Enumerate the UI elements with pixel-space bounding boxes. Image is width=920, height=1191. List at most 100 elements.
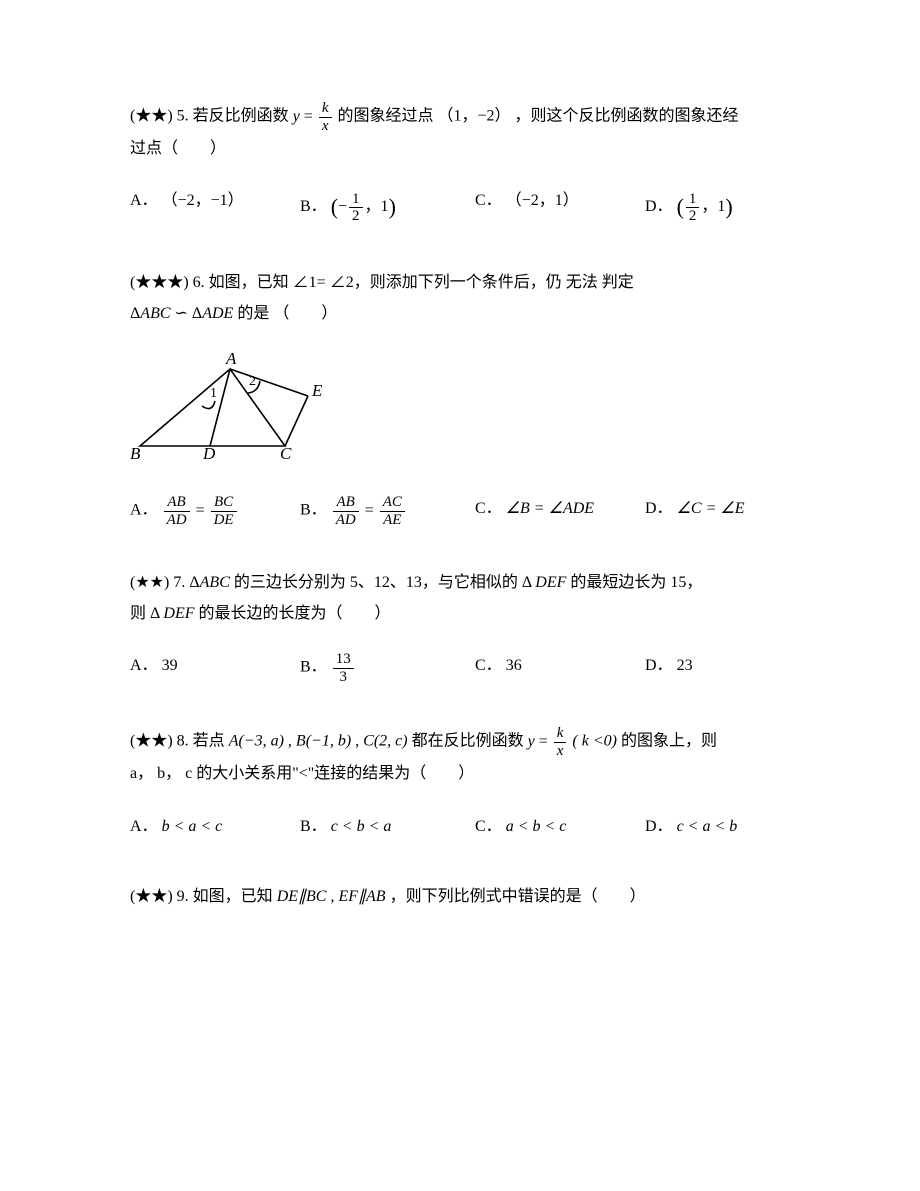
q9-stars: (★★) — [130, 888, 173, 905]
q9-pre: 如图，已知 — [193, 888, 273, 905]
q5-option-d: D． (12，1) — [645, 186, 733, 228]
page-content: (★★) 5. 若反比例函数 y = k x 的图象经过点 （1，−2） ，则这… — [0, 0, 920, 972]
opt-value: （−2，1） — [506, 192, 579, 209]
denominator: x — [319, 118, 332, 135]
opt-value: 23 — [677, 657, 693, 674]
q6-option-a: A． ABAD = BCDE — [130, 494, 300, 528]
opt-value: (−12，1) — [331, 198, 396, 215]
q6-text2: ΔABC ∽ ΔADE — [130, 305, 237, 322]
opt-value: c < b < a — [331, 818, 392, 835]
q7-suf1: 的最短边长为 15， — [570, 574, 702, 591]
q6-diagram: A B D C E 1 2 — [130, 351, 800, 472]
q8-option-a: A． b < a < c — [130, 812, 300, 842]
question-7: (★★) 7. ΔABC 的三边长分别为 5、12、13，与它相似的 Δ DEF… — [130, 568, 800, 685]
q6-num: 6. — [193, 274, 205, 291]
def: DEF — [535, 574, 566, 591]
q6-option-c: C． ∠B = ∠ADE — [475, 494, 645, 528]
numerator: AB — [164, 494, 190, 512]
q7-pre2: 则 Δ — [130, 605, 159, 622]
q8-pre: 若点 — [193, 733, 225, 750]
q7-option-b: B． 133 — [300, 651, 475, 685]
q8-option-b: B． c < b < a — [300, 812, 475, 842]
seg1: DE∥BC — [277, 888, 327, 905]
opt-label: A． — [130, 657, 158, 674]
opt-label: D． — [645, 198, 673, 215]
q6-text2-suf: 的是 （ ） — [237, 305, 337, 322]
denominator: 3 — [333, 669, 354, 686]
q7-suf2: 的最长边的长度为（ ） — [199, 605, 391, 622]
q8-formula: y = kx — [528, 733, 573, 750]
label-ang2: 2 — [249, 374, 256, 389]
opt-value: 133 — [331, 659, 356, 676]
opt-value: 36 — [506, 657, 522, 674]
q6-text1: 如图，已知 ∠1= ∠2，则添加下列一个条件后，仍 无法 判定 — [209, 274, 634, 291]
opt-label: B． — [300, 198, 327, 215]
opt-label: C． — [475, 818, 502, 835]
q5-mid: 的图象经过点 — [338, 108, 434, 125]
question-8: (★★) 8. 若点 A(−3, a) , B(−1, b) , C(2, c)… — [130, 725, 800, 842]
q5-stars: (★★) — [130, 108, 173, 125]
q8-options: A． b < a < c B． c < b < a C． a < b < c D… — [130, 812, 800, 842]
similar-sign: ∽ — [175, 305, 188, 322]
denominator: DE — [211, 512, 237, 529]
denominator: x — [554, 743, 567, 760]
question-9: (★★) 9. 如图，已知 DE∥BC , EF∥AB ，则下列比例式中错误的是… — [130, 882, 800, 912]
q6-option-b: B． ABAD = ACAE — [300, 494, 475, 528]
opt-label: B． — [300, 818, 327, 835]
opt-value: ABAD = ACAE — [331, 502, 407, 519]
opt-value: （−2，−1） — [162, 192, 244, 209]
q5-prefix: 若反比例函数 — [193, 108, 289, 125]
opt-value: (12，1) — [677, 198, 733, 215]
q8-stem: (★★) 8. 若点 A(−3, a) , B(−1, b) , C(2, c)… — [130, 725, 800, 789]
opt-value: ∠B = ∠ADE — [506, 500, 594, 517]
q7-option-c: C． 36 — [475, 651, 645, 685]
label-c: C — [280, 444, 292, 461]
opt-label: A． — [130, 192, 158, 209]
q7-option-d: D． 23 — [645, 651, 693, 685]
q8-mid: 都在反比例函数 — [412, 733, 524, 750]
label-d: D — [202, 444, 216, 461]
label-a: A — [225, 351, 237, 368]
q5-option-b: B． (−12，1) — [300, 186, 475, 228]
tri-abc: ABC — [140, 305, 170, 322]
q7-stars: (★★) — [130, 574, 169, 591]
q6-stem: (★★★) 6. 如图，已知 ∠1= ∠2，则添加下列一个条件后，仍 无法 判定… — [130, 268, 800, 329]
comma: , — [288, 733, 292, 750]
opt-value: 39 — [162, 657, 178, 674]
q6-options: A． ABAD = BCDE B． ABAD = ACAE C． ∠B = ∠A… — [130, 494, 800, 528]
condition: ( k <0) — [572, 733, 617, 750]
opt-label: A． — [130, 818, 158, 835]
eq-sign: = — [304, 108, 313, 125]
opt-label: D． — [645, 657, 673, 674]
q9-stem: (★★) 9. 如图，已知 DE∥BC , EF∥AB ，则下列比例式中错误的是… — [130, 882, 800, 912]
point-b: B(−1, b) — [296, 733, 351, 750]
denominator: AE — [380, 512, 405, 529]
q5-num: 5. — [177, 108, 189, 125]
denominator: AD — [164, 512, 190, 529]
q5-option-c: C． （−2，1） — [475, 186, 645, 228]
opt-label: B． — [300, 659, 327, 676]
opt-label: C． — [475, 500, 502, 517]
question-5: (★★) 5. 若反比例函数 y = k x 的图象经过点 （1，−2） ，则这… — [130, 100, 800, 228]
q5-stem: (★★) 5. 若反比例函数 y = k x 的图象经过点 （1，−2） ，则这… — [130, 100, 800, 164]
var-y: y — [293, 108, 300, 125]
q8-num: 8. — [177, 733, 189, 750]
opt-value: a < b < c — [506, 818, 567, 835]
seg2: EF∥AB — [338, 888, 385, 905]
q7-stem: (★★) 7. ΔABC 的三边长分别为 5、12、13，与它相似的 Δ DEF… — [130, 568, 800, 629]
q7-options: A． 39 B． 133 C． 36 D． 23 — [130, 651, 800, 685]
numerator: 13 — [333, 651, 354, 669]
def2: DEF — [163, 605, 194, 622]
q7-num: 7. — [173, 574, 185, 591]
q5-point: （1，−2） — [438, 108, 511, 125]
numerator: 1 — [686, 191, 700, 209]
q5-suffix: ，则这个反比例函数的图象还经 — [515, 108, 739, 125]
q7-option-a: A． 39 — [130, 651, 300, 685]
q8-suf: 的图象上，则 — [621, 733, 717, 750]
q7-mid: 的三边长分别为 5、12、13，与它相似的 Δ — [234, 574, 531, 591]
opt-label: D． — [645, 500, 673, 517]
triangle-diagram-svg: A B D C E 1 2 — [130, 351, 330, 461]
q5-line2: 过点（ ） — [130, 140, 226, 157]
point-a: A(−3, a) — [229, 733, 284, 750]
q6-option-d: D． ∠C = ∠E — [645, 494, 745, 528]
